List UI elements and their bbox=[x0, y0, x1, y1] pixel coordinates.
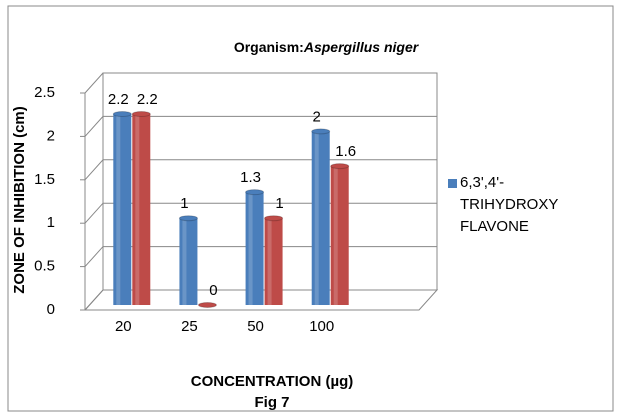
bar-highlight bbox=[248, 192, 253, 305]
bar bbox=[245, 192, 264, 305]
bar bbox=[264, 218, 283, 305]
data-label: 2.2 bbox=[137, 91, 158, 108]
x-axis-label: CONCENTRATION (µg) bbox=[191, 373, 354, 390]
bar-cap bbox=[245, 189, 265, 196]
bar-highlight bbox=[314, 131, 319, 305]
data-label: 1 bbox=[180, 195, 188, 212]
bar-cap bbox=[131, 111, 151, 118]
caption: Fig 7 bbox=[254, 394, 289, 411]
y-tick-label: 2 bbox=[47, 127, 55, 144]
bar-cap bbox=[112, 111, 132, 118]
bar-highlight bbox=[182, 218, 187, 305]
x-tick-label: 50 bbox=[247, 318, 264, 335]
grid-line bbox=[84, 72, 437, 94]
bar-highlight bbox=[267, 218, 272, 305]
bar bbox=[311, 131, 330, 305]
y-tick-label: 1.5 bbox=[34, 171, 55, 188]
data-label: 0 bbox=[209, 282, 217, 299]
bar bbox=[113, 114, 132, 305]
bar-highlight bbox=[135, 114, 140, 305]
plot: 0 0.5 1 1.5 2 2.5 20 2.2 2.2 25 1 0 50 1.3 1 100 2 1.6 bbox=[34, 72, 439, 335]
y-tick-label: 1 bbox=[47, 214, 55, 231]
x-tick-label: 20 bbox=[115, 318, 132, 335]
y-tick-label: 2.5 bbox=[34, 84, 55, 101]
bar bbox=[330, 166, 349, 305]
data-label: 1.3 bbox=[240, 169, 261, 186]
title-part-italic: Aspergillus niger bbox=[303, 39, 420, 55]
bar-cap bbox=[197, 302, 217, 308]
chart-title: Organism:Aspergillus niger bbox=[234, 39, 420, 55]
data-label: 1 bbox=[275, 195, 283, 212]
data-label: 1.6 bbox=[335, 143, 356, 160]
legend-swatch bbox=[448, 179, 457, 188]
x-tick-label: 100 bbox=[309, 318, 334, 335]
bar-cap bbox=[264, 215, 284, 222]
data-label: 2 bbox=[313, 108, 321, 125]
grid-line bbox=[84, 115, 437, 137]
legend-item: 6,3',4'-TRIHYDROXY FLAVONE bbox=[448, 172, 559, 238]
bar-cap bbox=[311, 128, 331, 135]
bar bbox=[132, 114, 151, 305]
y-tick-label: 0.5 bbox=[34, 258, 55, 275]
bar-cap bbox=[330, 163, 350, 170]
bar-highlight bbox=[116, 114, 121, 305]
bar bbox=[179, 218, 198, 305]
legend-label: 6,3',4'-TRIHYDROXY FLAVONE bbox=[460, 174, 559, 235]
bar-highlight bbox=[333, 166, 338, 305]
legend: 6,3',4'-TRIHYDROXY FLAVONE bbox=[448, 172, 559, 238]
title-part: Organism: bbox=[234, 39, 304, 55]
y-axis-label: ZONE OF INHIBITION (cm) bbox=[11, 106, 28, 294]
bar-cap bbox=[178, 215, 198, 222]
x-tick-label: 25 bbox=[181, 318, 198, 335]
y-tick-label: 0 bbox=[47, 301, 55, 318]
data-label: 2.2 bbox=[108, 91, 129, 108]
